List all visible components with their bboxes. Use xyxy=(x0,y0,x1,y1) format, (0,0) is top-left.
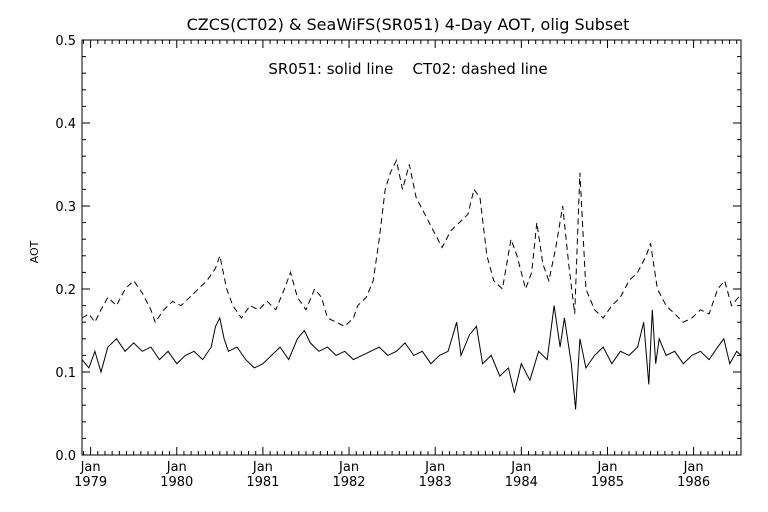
plot-frame xyxy=(81,39,742,456)
y-tick-label: 0.2 xyxy=(55,283,76,298)
y-tick-label: 0.0 xyxy=(55,449,76,464)
y-axis-label: AOT xyxy=(28,240,41,263)
chart-title: CZCS(CT02) & SeaWiFS(SR051) 4-Day AOT, o… xyxy=(187,15,630,34)
series-lines xyxy=(81,158,742,410)
axis-ticks xyxy=(82,39,741,456)
x-tick-month: Jan xyxy=(683,460,704,475)
x-tick-year: 1982 xyxy=(332,475,365,490)
x-tick-year: 1983 xyxy=(419,475,452,490)
x-tick-year: 1980 xyxy=(160,475,193,490)
y-tick-labels: 0.0 0.1 0.2 0.3 0.4 0.5 xyxy=(55,34,76,464)
x-tick-year: 1986 xyxy=(677,475,710,490)
x-tick-year: 1984 xyxy=(505,475,538,490)
x-tick-month: Jan xyxy=(338,460,359,475)
x-tick-month: Jan xyxy=(596,460,617,475)
x-tick-year: 1981 xyxy=(246,475,279,490)
x-tick-year: 1979 xyxy=(74,475,107,490)
series-line-sr051 xyxy=(81,305,742,410)
x-tick-month: Jan xyxy=(166,460,187,475)
y-tick-label: 0.4 xyxy=(55,117,76,132)
y-tick-label: 0.5 xyxy=(55,34,76,49)
y-tick-label: 0.1 xyxy=(55,366,76,381)
y-tick-label: 0.3 xyxy=(55,200,76,215)
series-line-ct02 xyxy=(81,158,742,328)
x-tick-labels: Jan1979Jan1980Jan1981Jan1982Jan1983Jan19… xyxy=(74,460,710,490)
x-tick-month: Jan xyxy=(424,460,445,475)
x-tick-year: 1985 xyxy=(591,475,624,490)
x-tick-month: Jan xyxy=(252,460,273,475)
x-tick-month: Jan xyxy=(510,460,531,475)
x-tick-month: Jan xyxy=(80,460,101,475)
chart-subtitle: SR051: solid line CT02: dashed line xyxy=(268,60,547,78)
